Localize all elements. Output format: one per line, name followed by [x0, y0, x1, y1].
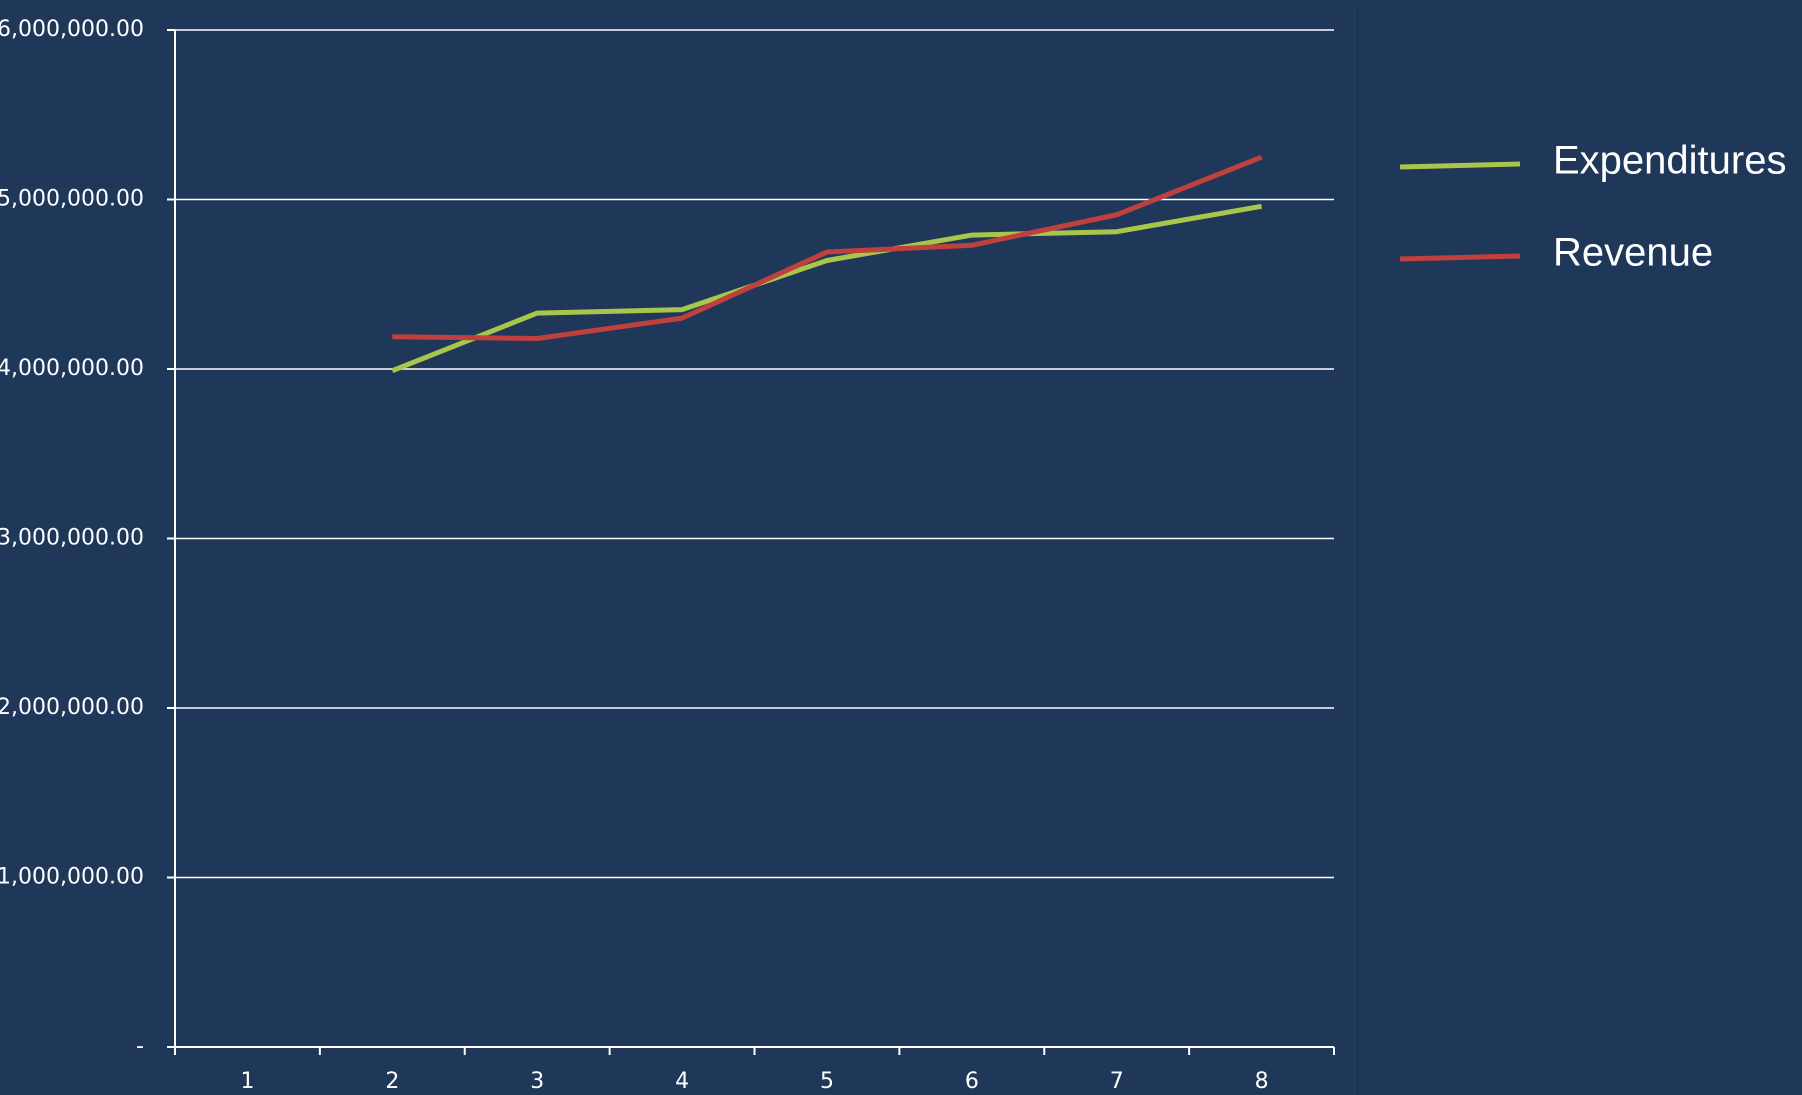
legend-label: Expenditures	[1553, 139, 1786, 183]
series-line	[392, 154, 1263, 341]
y-tick-label: -	[136, 1034, 144, 1059]
y-tick-label: 3,000,000.00	[0, 526, 144, 551]
x-tick-label: 7	[1110, 1069, 1124, 1094]
x-tick-label: 2	[385, 1069, 399, 1094]
x-tick-label: 8	[1255, 1069, 1269, 1094]
y-tick-label: 2,000,000.00	[0, 695, 144, 720]
y-tick-label: 5,000,000.00	[0, 187, 144, 212]
legend-swatch	[1399, 253, 1521, 262]
x-tick-label: 4	[675, 1069, 689, 1094]
y-tick-label: 4,000,000.00	[0, 356, 144, 381]
legend-swatch	[1399, 161, 1521, 170]
x-tick-label: 3	[530, 1069, 544, 1094]
x-tick-label: 1	[240, 1069, 254, 1094]
legend-label: Revenue	[1553, 231, 1713, 275]
y-tick-label: 1,000,000.00	[0, 865, 144, 890]
y-tick-label: 6,000,000.00	[0, 17, 144, 42]
series-line	[391, 203, 1262, 374]
x-tick-label: 5	[820, 1069, 834, 1094]
x-tick-label: 6	[965, 1069, 979, 1094]
